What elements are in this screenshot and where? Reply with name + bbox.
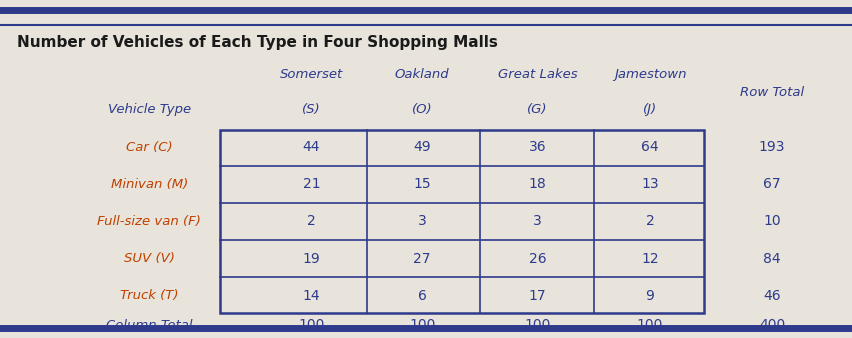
Text: Oakland: Oakland: [394, 68, 449, 81]
Text: Vehicle Type: Vehicle Type: [107, 103, 191, 116]
Text: 26: 26: [528, 251, 545, 266]
Text: 18: 18: [528, 177, 545, 191]
Text: 100: 100: [636, 318, 662, 332]
Text: 400: 400: [758, 318, 784, 332]
Text: 44: 44: [302, 140, 320, 154]
Text: 21: 21: [302, 177, 320, 191]
Text: 64: 64: [641, 140, 658, 154]
Text: Row Total: Row Total: [739, 86, 803, 99]
Text: 13: 13: [641, 177, 658, 191]
Bar: [220, 130, 703, 313]
Text: Minivan (M): Minivan (M): [111, 178, 187, 191]
Text: 15: 15: [413, 177, 430, 191]
Text: Jamestown: Jamestown: [613, 68, 685, 81]
Text: 9: 9: [645, 289, 653, 303]
Text: 84: 84: [763, 251, 780, 266]
Text: Column Total: Column Total: [106, 319, 193, 332]
Text: Full-size van (F): Full-size van (F): [97, 215, 201, 228]
Text: 46: 46: [763, 289, 780, 303]
Text: 49: 49: [413, 140, 430, 154]
Text: 14: 14: [302, 289, 320, 303]
Text: 19: 19: [302, 251, 320, 266]
Text: Truck (T): Truck (T): [120, 289, 178, 302]
Text: Somerset: Somerset: [279, 68, 343, 81]
Text: 67: 67: [763, 177, 780, 191]
Text: 3: 3: [532, 214, 541, 228]
Text: Car (C): Car (C): [126, 141, 172, 153]
Text: 100: 100: [298, 318, 324, 332]
Text: 17: 17: [528, 289, 545, 303]
Text: 3: 3: [417, 214, 426, 228]
Text: 27: 27: [413, 251, 430, 266]
Text: (S): (S): [302, 103, 320, 116]
Text: 36: 36: [528, 140, 545, 154]
Text: (J): (J): [642, 103, 656, 116]
Text: (O): (O): [412, 103, 432, 116]
Text: 100: 100: [409, 318, 435, 332]
Text: 2: 2: [307, 214, 315, 228]
Text: 10: 10: [763, 214, 780, 228]
Text: (G): (G): [527, 103, 547, 116]
Text: 100: 100: [524, 318, 550, 332]
Text: 12: 12: [641, 251, 658, 266]
Text: 193: 193: [757, 140, 785, 154]
Text: SUV (V): SUV (V): [124, 252, 175, 265]
Text: Number of Vehicles of Each Type in Four Shopping Malls: Number of Vehicles of Each Type in Four …: [17, 35, 498, 50]
Text: Great Lakes: Great Lakes: [497, 68, 577, 81]
Text: 6: 6: [417, 289, 426, 303]
Text: 2: 2: [645, 214, 653, 228]
